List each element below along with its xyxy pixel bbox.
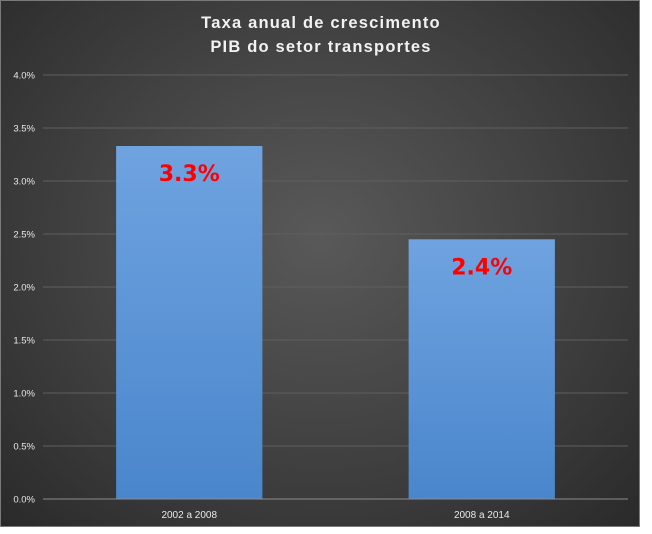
chart-title: Taxa anual de crescimento PIB do setor t… — [1, 11, 639, 59]
chart-title-line-2: PIB do setor transportes — [210, 38, 432, 56]
bar-chart: 3.3% 2.4% 0.0% 0.5% 1.0% 1.5% 2.0% 2.5% 3.0% 3.5… — [13, 71, 628, 521]
y-tick-label: 0.5% — [13, 442, 35, 453]
data-label: 3.3% — [159, 162, 220, 187]
chart-title-line-1: Taxa anual de crescimento — [201, 14, 441, 32]
y-tick-label: 1.0% — [13, 389, 35, 400]
x-tick-label: 2008 a 2014 — [454, 510, 510, 521]
data-label: 2.4% — [451, 255, 512, 280]
y-tick-label: 0.0% — [13, 495, 35, 506]
bar — [408, 239, 555, 500]
y-tick-label: 2.0% — [13, 283, 35, 294]
chart-frame: Taxa anual de crescimento PIB do setor t… — [0, 0, 640, 527]
y-tick-label: 4.0% — [13, 71, 35, 82]
y-tick-label: 3.5% — [13, 124, 35, 135]
x-tick-label: 2002 a 2008 — [161, 510, 217, 521]
y-tick-label: 2.5% — [13, 230, 35, 241]
bar — [116, 146, 263, 499]
y-tick-label: 1.5% — [13, 336, 35, 347]
y-tick-label: 3.0% — [13, 177, 35, 188]
